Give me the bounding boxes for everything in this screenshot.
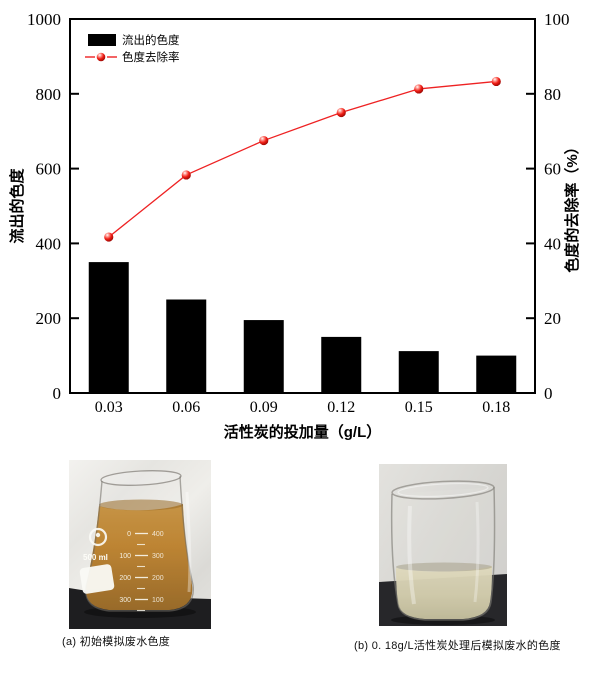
beaker-rim: [100, 470, 182, 486]
graduation-right: 400: [152, 531, 164, 538]
graduation-left: 0: [127, 531, 131, 538]
ytick-left: 400: [36, 234, 62, 253]
y-axis-title-left: 流出的色度: [8, 168, 26, 244]
ytick-right: 40: [544, 234, 561, 253]
ytick-right: 0: [544, 384, 553, 403]
line-marker: [336, 107, 346, 118]
bar: [166, 299, 207, 393]
y-axis-title-right: 色度的去除率（%）: [563, 139, 581, 272]
white-sticker: [79, 564, 115, 594]
plot-frame: [69, 18, 536, 394]
caption-initial-wastewater: (a) 初始模拟废水色度: [62, 636, 171, 648]
ytick-left: 200: [36, 309, 62, 328]
legend-marker-swatch: [96, 52, 106, 62]
ytick-right: 80: [544, 85, 561, 104]
beaker-pale-liquid: [379, 480, 507, 626]
line-marker: [104, 232, 114, 242]
graduation-right: 300: [152, 553, 164, 560]
bar: [476, 355, 517, 393]
bar: [243, 320, 284, 393]
xtick-label: 0.18: [482, 399, 510, 416]
beaker-rim: [391, 480, 495, 500]
bar: [321, 336, 362, 393]
ytick-right: 100: [544, 10, 570, 29]
line-marker: [259, 135, 269, 146]
legend-bar-swatch: [88, 34, 116, 46]
x-axis-title: 活性炭的投加量（g/L）: [224, 423, 382, 441]
xtick-label: 0.15: [405, 399, 433, 416]
graduation-left: 200: [119, 575, 131, 582]
line-marker: [491, 76, 501, 87]
beaker-amber-liquid: 500 ml 0 400 100 300 200 200 300 100: [69, 470, 211, 629]
caption-treated-wastewater: (b) 0. 18g/L活性炭处理后模拟废水的色度: [354, 640, 561, 652]
xtick-label: 0.12: [327, 399, 355, 416]
legend-label-bar: 流出的色度: [122, 33, 180, 47]
ytick-left: 600: [36, 160, 62, 179]
pale-liquid: [396, 566, 492, 619]
bar: [398, 351, 439, 393]
beaker-volume-label: 500 ml: [83, 553, 108, 562]
photo-initial-wastewater: 500 ml 0 400 100 300 200 200 300 100: [69, 460, 211, 629]
ytick-left: 800: [36, 85, 62, 104]
bar-series: [88, 262, 517, 393]
graduation-left: 100: [119, 553, 131, 560]
beaker-glass: [390, 486, 496, 621]
photo-treated-wastewater: [379, 464, 507, 626]
ytick-right: 20: [544, 309, 561, 328]
ytick-right: 60: [544, 160, 561, 179]
removal-rate-line: [108, 80, 497, 238]
beaker-logo: [88, 527, 108, 547]
graduation-right: 200: [152, 575, 164, 582]
bar: [88, 262, 129, 393]
xtick-label: 0.03: [95, 399, 123, 416]
line-marker: [414, 84, 424, 94]
combo-chart: 0 200 400 600 800 1000 0 20 40 60 80 100 0.03 0.06 0.0…: [8, 10, 581, 441]
graduation-left: 300: [119, 597, 131, 604]
legend-label-line: 色度去除率: [122, 50, 180, 64]
xtick-label: 0.06: [172, 399, 200, 416]
axis-ticks: [71, 18, 534, 394]
ytick-left: 1000: [27, 10, 61, 29]
line-marker: [181, 170, 191, 180]
ytick-left: 0: [53, 384, 62, 403]
xtick-label: 0.09: [250, 399, 278, 416]
graduation-right: 100: [152, 597, 164, 604]
